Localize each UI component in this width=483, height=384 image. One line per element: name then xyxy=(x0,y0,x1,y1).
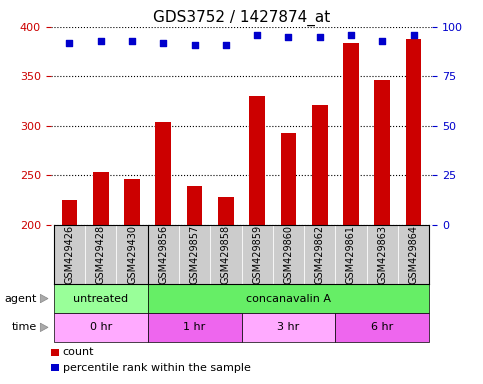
Bar xyxy=(124,179,140,225)
Bar xyxy=(312,105,327,225)
Point xyxy=(191,41,199,48)
Point xyxy=(128,38,136,44)
Text: GSM429862: GSM429862 xyxy=(315,225,325,284)
Text: 1 hr: 1 hr xyxy=(184,322,206,333)
Text: GSM429858: GSM429858 xyxy=(221,225,231,284)
Text: GSM429426: GSM429426 xyxy=(65,225,74,284)
Text: time: time xyxy=(12,322,37,333)
Title: GDS3752 / 1427874_at: GDS3752 / 1427874_at xyxy=(153,9,330,25)
Bar xyxy=(374,80,390,225)
Bar xyxy=(156,122,171,225)
Bar xyxy=(281,133,296,225)
Text: GSM429857: GSM429857 xyxy=(190,225,199,284)
Text: 6 hr: 6 hr xyxy=(371,322,393,333)
Text: GSM429430: GSM429430 xyxy=(127,225,137,284)
Point xyxy=(159,40,167,46)
Text: count: count xyxy=(63,347,94,357)
Text: concanavalin A: concanavalin A xyxy=(246,293,331,304)
Text: GSM429860: GSM429860 xyxy=(284,225,293,284)
Text: 3 hr: 3 hr xyxy=(277,322,299,333)
Bar xyxy=(93,172,109,225)
Bar xyxy=(187,186,202,225)
Point xyxy=(378,38,386,44)
Bar xyxy=(218,197,234,225)
Point xyxy=(222,41,230,48)
Text: percentile rank within the sample: percentile rank within the sample xyxy=(63,362,251,373)
Point xyxy=(97,38,105,44)
Text: GSM429856: GSM429856 xyxy=(158,225,168,284)
Point xyxy=(316,34,324,40)
Bar xyxy=(62,200,77,225)
Text: GSM429863: GSM429863 xyxy=(377,225,387,284)
Point xyxy=(347,32,355,38)
Point xyxy=(66,40,73,46)
Bar xyxy=(406,39,421,225)
Point xyxy=(410,32,417,38)
Point xyxy=(253,32,261,38)
Text: GSM429864: GSM429864 xyxy=(409,225,418,284)
Text: GSM429861: GSM429861 xyxy=(346,225,356,284)
Text: 0 hr: 0 hr xyxy=(90,322,112,333)
Bar xyxy=(343,43,359,225)
Point xyxy=(284,34,292,40)
Text: GSM429428: GSM429428 xyxy=(96,225,106,284)
Bar xyxy=(249,96,265,225)
Text: agent: agent xyxy=(4,293,37,304)
Text: GSM429859: GSM429859 xyxy=(252,225,262,284)
Text: untreated: untreated xyxy=(73,293,128,304)
